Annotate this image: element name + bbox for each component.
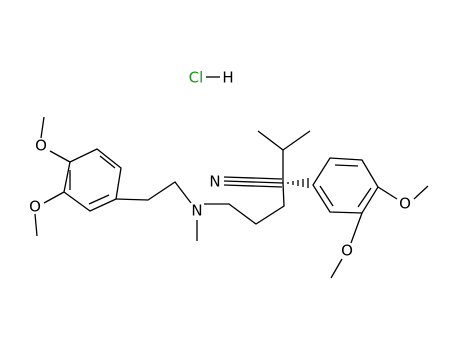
bond	[43, 191, 65, 204]
atom-label: N	[191, 202, 202, 220]
bond	[413, 185, 429, 200]
bond	[257, 130, 284, 183]
bond	[40, 116, 45, 139]
atom-label: O	[399, 195, 411, 213]
atom-label: Cl	[189, 69, 204, 87]
bond	[330, 258, 343, 279]
bond	[350, 212, 363, 244]
bond	[223, 180, 284, 184]
atom-label: N	[209, 173, 220, 191]
bond	[49, 150, 71, 163]
atom-label: O	[29, 198, 41, 216]
bond	[115, 181, 192, 204]
bond	[377, 186, 398, 200]
bond	[204, 182, 285, 225]
double-bond	[88, 194, 110, 205]
double-bond	[99, 155, 116, 169]
bond	[223, 184, 283, 188]
bond	[282, 130, 311, 151]
atom-label: O	[35, 137, 47, 155]
double-bond	[319, 185, 334, 207]
bond	[223, 176, 283, 180]
ring	[312, 157, 379, 214]
double-bond	[334, 164, 359, 167]
double-bond	[357, 187, 372, 208]
ring	[63, 148, 122, 212]
atom-label: O	[341, 242, 353, 260]
atom-label: H	[222, 69, 233, 87]
hashed-wedge	[287, 178, 309, 188]
bond	[34, 213, 38, 237]
